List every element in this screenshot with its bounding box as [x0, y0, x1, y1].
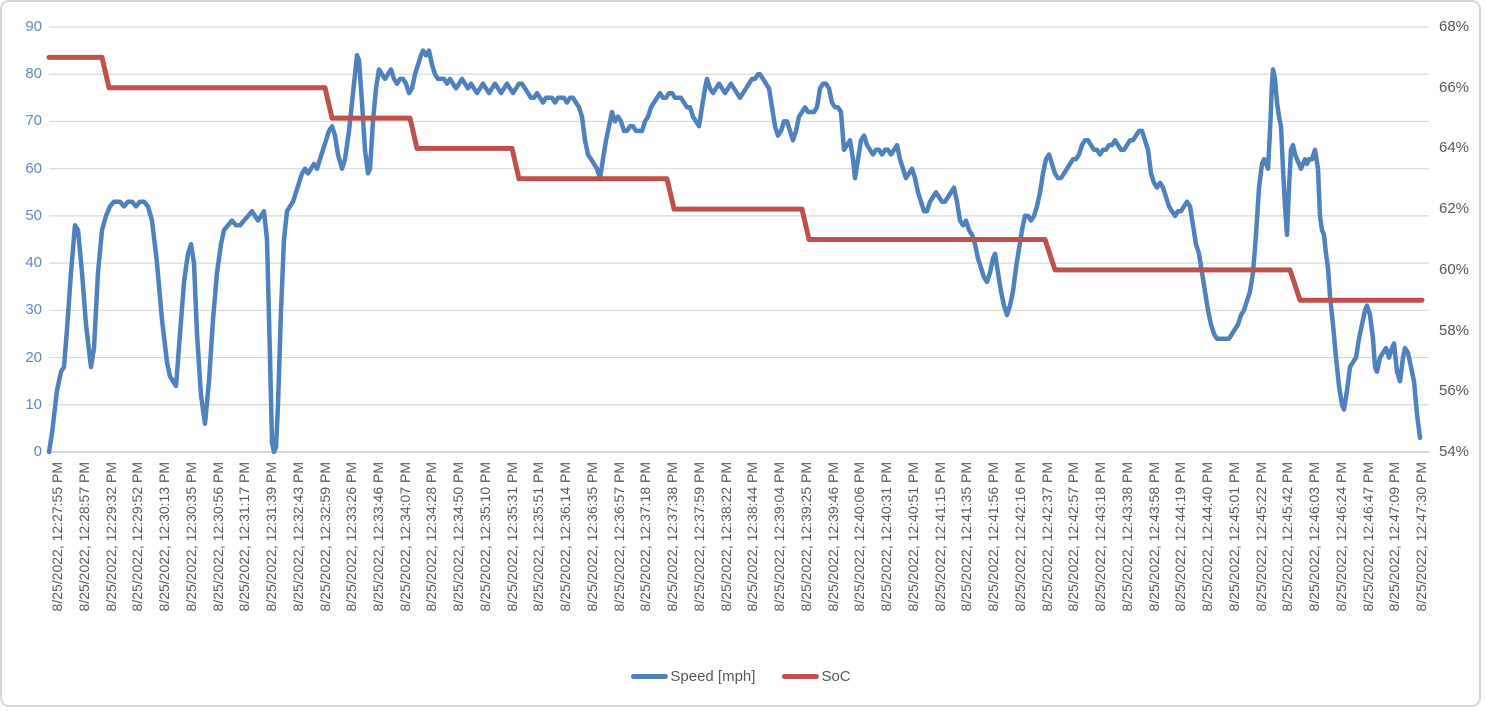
- x-axis-label: 8/25/2022, 12:42:16 PM: [1011, 462, 1028, 612]
- x-axis-label: 8/25/2022, 12:41:35 PM: [958, 462, 975, 612]
- y-axis-left-label: 40: [25, 254, 42, 272]
- x-axis-label: 8/25/2022, 12:36:35 PM: [583, 462, 600, 612]
- x-axis-label: 8/25/2022, 12:41:15 PM: [931, 462, 948, 612]
- x-axis-label: 8/25/2022, 12:34:28 PM: [423, 462, 440, 612]
- x-axis-label: 8/25/2022, 12:38:22 PM: [717, 462, 734, 612]
- y-axis-right-label: 56%: [1439, 382, 1470, 400]
- x-axis-label: 8/25/2022, 12:30:35 PM: [182, 462, 199, 612]
- y-axis-right-label: 62%: [1439, 200, 1470, 218]
- x-axis-label: 8/25/2022, 12:29:32 PM: [102, 462, 119, 612]
- x-axis-label: 8/25/2022, 12:35:10 PM: [476, 462, 493, 612]
- y-axis-right-label: 68%: [1439, 18, 1470, 35]
- x-axis-label: 8/25/2022, 12:30:56 PM: [209, 462, 226, 612]
- x-axis-label: 8/25/2022, 12:39:46 PM: [824, 462, 841, 612]
- y-axis-left-label: 30: [25, 301, 42, 319]
- x-axis-label: 8/25/2022, 12:39:25 PM: [797, 462, 814, 612]
- x-axis-label: 8/25/2022, 12:31:39 PM: [263, 462, 279, 612]
- y-axis-right-label: 60%: [1439, 260, 1470, 278]
- soc-legend-label: SoC: [821, 668, 851, 685]
- x-axis-label: 8/25/2022, 12:38:44 PM: [744, 462, 761, 612]
- x-axis-label: 8/25/2022, 12:34:07 PM: [396, 462, 413, 612]
- x-axis-label: 8/25/2022, 12:27:55 PM: [49, 462, 65, 612]
- x-axis-label: 8/25/2022, 12:30:13 PM: [156, 462, 172, 612]
- speed-legend-label: Speed [mph]: [670, 668, 756, 685]
- legend: Speed [mph] SoC: [630, 668, 851, 685]
- x-axis-label: 8/25/2022, 12:33:46 PM: [369, 462, 386, 612]
- x-axis-label: 8/25/2022, 12:43:38 PM: [1118, 462, 1135, 612]
- speed-legend-swatch: [630, 674, 668, 679]
- x-axis-label: 8/25/2022, 12:35:51 PM: [530, 462, 547, 612]
- y-axis-left-label: 60: [25, 159, 42, 177]
- x-axis-label: 8/25/2022, 12:45:22 PM: [1252, 462, 1269, 612]
- x-axis-label: 8/25/2022, 12:28:57 PM: [75, 462, 92, 612]
- y-axis-left-label: 50: [25, 206, 42, 224]
- y-axis-right-label: 58%: [1439, 321, 1470, 339]
- y-axis-left-label: 90: [25, 18, 42, 35]
- x-axis-label: 8/25/2022, 12:37:18 PM: [637, 462, 654, 612]
- x-axis-label: 8/25/2022, 12:32:59 PM: [316, 462, 333, 612]
- x-axis-label: 8/25/2022, 12:43:58 PM: [1145, 462, 1162, 612]
- x-axis-label: 8/25/2022, 12:47:09 PM: [1386, 462, 1403, 612]
- x-axis-label: 8/25/2022, 12:36:14 PM: [557, 462, 574, 612]
- x-axis-label: 8/25/2022, 12:35:31 PM: [503, 462, 520, 612]
- x-axis-label: 8/25/2022, 12:37:38 PM: [664, 462, 681, 612]
- x-axis-label: 8/25/2022, 12:41:56 PM: [985, 462, 1002, 612]
- y-axis-right-label: 66%: [1439, 78, 1470, 96]
- soc-series-line: [46, 54, 1425, 303]
- x-axis-label: 8/25/2022, 12:40:51 PM: [904, 462, 921, 612]
- x-axis-label: 8/25/2022, 12:42:57 PM: [1065, 462, 1082, 612]
- x-axis-label: 8/25/2022, 12:31:17 PM: [236, 462, 253, 612]
- x-axis-label: 8/25/2022, 12:29:52 PM: [129, 462, 146, 612]
- soc-legend-swatch: [781, 674, 819, 679]
- x-axis-label: 8/25/2022, 12:36:57 PM: [610, 462, 627, 612]
- legend-item-speed: Speed [mph]: [630, 668, 755, 685]
- x-axis-label: 8/25/2022, 12:40:31 PM: [878, 462, 895, 612]
- speed-series-line: [46, 48, 1423, 455]
- x-axis-label: 8/25/2022, 12:46:24 PM: [1332, 462, 1349, 612]
- x-axis-label: 8/25/2022, 12:37:59 PM: [690, 462, 707, 612]
- legend-item-soc: SoC: [781, 668, 851, 685]
- y-axis-left-label: 0: [33, 443, 42, 460]
- y-axis-right-label: 54%: [1439, 443, 1470, 460]
- y-axis-left-label: 20: [25, 348, 42, 366]
- y-axis-right-label: 64%: [1439, 139, 1470, 157]
- x-axis-label: 8/25/2022, 12:43:18 PM: [1092, 462, 1109, 612]
- y-axis-left-label: 80: [25, 65, 42, 83]
- x-axis-label: 8/25/2022, 12:32:43 PM: [289, 462, 306, 612]
- x-axis-label: 8/25/2022, 12:39:04 PM: [771, 462, 788, 612]
- x-axis-label: 8/25/2022, 12:47:30 PM: [1413, 462, 1429, 612]
- x-axis-label: 8/25/2022, 12:45:42 PM: [1279, 462, 1296, 612]
- x-axis-label: 8/25/2022, 12:34:50 PM: [450, 462, 467, 612]
- x-axis-label: 8/25/2022, 12:44:40 PM: [1199, 462, 1215, 612]
- x-axis-label: 8/25/2022, 12:33:26 PM: [343, 462, 360, 612]
- x-axis-label: 8/25/2022, 12:40:06 PM: [851, 462, 868, 612]
- y-axis-left-label: 70: [25, 112, 42, 130]
- x-axis-label: 8/25/2022, 12:42:37 PM: [1038, 462, 1055, 612]
- y-axis-left-label: 10: [25, 395, 42, 413]
- x-axis-label: 8/25/2022, 12:46:47 PM: [1359, 462, 1376, 612]
- x-axis-label: 8/25/2022, 12:46:03 PM: [1306, 462, 1322, 612]
- x-axis-label: 8/25/2022, 12:45:01 PM: [1225, 462, 1242, 612]
- x-axis-label: 8/25/2022, 12:44:19 PM: [1172, 462, 1189, 612]
